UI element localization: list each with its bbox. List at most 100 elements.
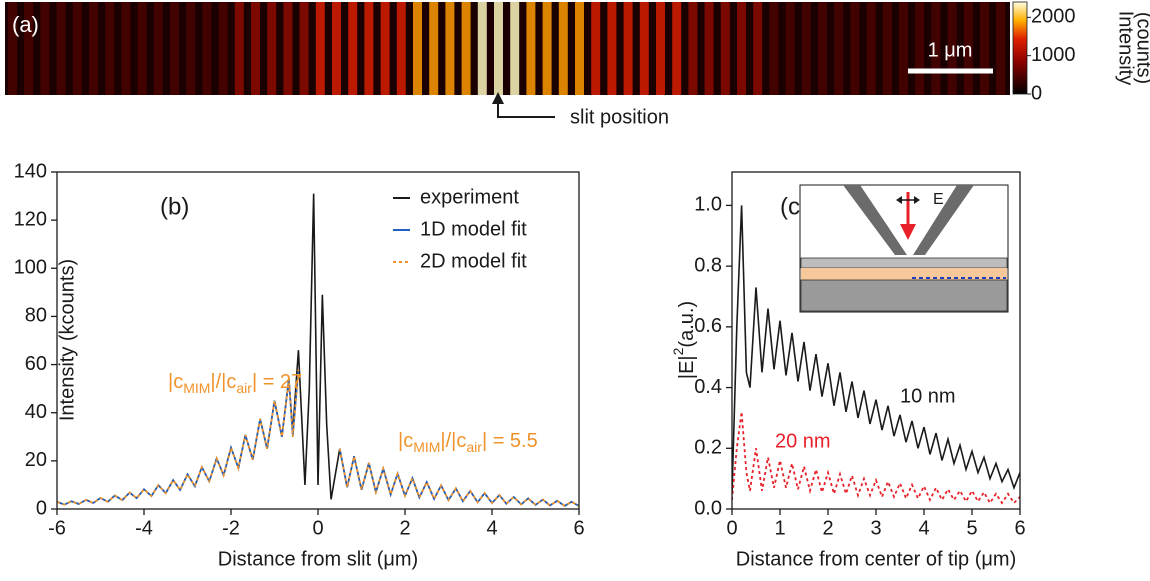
y-tick-label: 60	[25, 353, 47, 375]
y-tick-label: 0.4	[694, 376, 722, 398]
heatmap-stripe	[834, 2, 843, 95]
text-part: | = 5.5	[482, 430, 538, 452]
text-part: | = 27	[252, 371, 302, 393]
heatmap-stripe	[656, 2, 665, 95]
inset-label: E	[933, 191, 944, 208]
x-tick-label: 4	[486, 517, 497, 539]
heatmap-stripe	[478, 2, 487, 95]
heatmap-stripe	[624, 2, 633, 95]
y-axis-label: Intensity (kcounts)	[56, 259, 78, 421]
heatmap-stripe	[526, 2, 535, 95]
text-part: air	[236, 380, 252, 396]
panel-label: (b)	[160, 193, 189, 220]
heatmap-stripe	[105, 2, 114, 95]
heatmap-stripe	[494, 2, 503, 95]
legend-label: 2D model fit	[420, 250, 527, 272]
heatmap-stripe	[915, 2, 924, 95]
heatmap-stripe	[267, 2, 276, 95]
y-tick-label: 20	[25, 449, 47, 471]
heatmap-stripe	[429, 2, 438, 95]
x-tick-label: 0	[312, 517, 323, 539]
heatmap-stripe	[397, 2, 406, 95]
y-tick-label: 1.0	[694, 194, 722, 216]
annotation-arrow	[498, 100, 555, 117]
heatmap-stripe	[445, 2, 454, 95]
heatmap-stripe	[818, 2, 827, 95]
x-tick-label: 1	[774, 517, 785, 539]
annotation: |cMIM|/|cair| = 27	[168, 371, 302, 395]
y-tick-label: 0.8	[694, 254, 722, 276]
text-part: MIM	[183, 380, 210, 396]
heatmap-stripe	[721, 2, 730, 95]
heatmap-stripe	[688, 2, 697, 95]
heatmap-stripe	[332, 2, 341, 95]
heatmap-stripe	[737, 2, 746, 95]
heatmap-stripe	[591, 2, 600, 95]
y-tick-label: 0.0	[694, 497, 722, 519]
heatmap-stripe	[283, 2, 292, 95]
heatmap-stripe	[883, 2, 892, 95]
heatmap-stripe	[867, 2, 876, 95]
text-part: 2	[670, 347, 686, 355]
heatmap-stripe	[154, 2, 163, 95]
y-tick-label: 0.2	[694, 437, 722, 459]
y-tick-label: 100	[14, 257, 47, 279]
heatmap-stripe	[996, 2, 1005, 95]
heatmap-stripe	[980, 2, 989, 95]
scale-bar-label: 1 μm	[928, 39, 973, 61]
heatmap-stripe	[73, 2, 82, 95]
series-line	[57, 194, 579, 506]
heatmap-stripe	[850, 2, 859, 95]
legend-label: experiment	[420, 186, 519, 208]
x-tick-label: 6	[573, 517, 584, 539]
x-tick-label: 5	[966, 517, 977, 539]
text-part: |c	[398, 430, 413, 452]
y-tick-label: 0.6	[694, 315, 722, 337]
y-tick-label: 120	[14, 208, 47, 230]
y-tick-label: 140	[14, 160, 47, 182]
panel-label: (a)	[12, 12, 39, 37]
annotation: |cMIM|/|cair| = 5.5	[398, 430, 538, 454]
series-line	[732, 412, 1020, 503]
heatmap-stripe	[462, 2, 471, 95]
text-part: air	[466, 439, 482, 455]
colorbar-tick-label: 2000	[1031, 6, 1076, 28]
heatmap-stripe	[40, 2, 49, 95]
heatmap-stripe	[202, 2, 211, 95]
text-part: |/|c	[210, 371, 236, 393]
heatmap-stripe	[138, 2, 147, 95]
inset-diagram	[800, 185, 1008, 312]
x-axis-label: Distance from slit (μm)	[218, 548, 418, 570]
heatmap-stripe	[575, 2, 584, 95]
legend-label: 1D model fit	[420, 218, 527, 240]
heatmap-stripe	[316, 2, 325, 95]
x-axis-label: Distance from center of tip (μm)	[736, 548, 1017, 570]
text-part: (a.u.)	[676, 301, 698, 348]
x-tick-label: -6	[48, 517, 66, 539]
x-tick-label: -4	[135, 517, 153, 539]
series-label: 10 nm	[900, 385, 956, 407]
heatmap-stripe	[251, 2, 260, 95]
heatmap-stripe	[705, 2, 714, 95]
heatmap-stripe	[364, 2, 373, 95]
text-part: |/|c	[440, 430, 466, 452]
annotation: slit position	[570, 106, 669, 128]
heatmap-stripe	[348, 2, 357, 95]
heatmap-stripe	[899, 2, 908, 95]
heatmap-stripe	[753, 2, 762, 95]
colorbar-tick-label: 0	[1031, 82, 1042, 104]
heatmap-stripe	[543, 2, 552, 95]
heatmap-stripe	[413, 2, 422, 95]
heatmap-stripe	[121, 2, 130, 95]
heatmap-stripe	[607, 2, 616, 95]
x-tick-label: 0	[726, 517, 737, 539]
y-tick-label: 0	[36, 497, 47, 519]
heatmap-stripe	[89, 2, 98, 95]
heatmap-stripe	[235, 2, 244, 95]
text-part: |c	[168, 371, 183, 393]
colorbar-label: (counts)	[1133, 12, 1150, 84]
colorbar-tick-label: 1000	[1031, 44, 1076, 66]
heatmap-stripe	[381, 2, 390, 95]
heatmap-stripe	[186, 2, 195, 95]
y-axis-label: |E|2(a.u.)	[670, 301, 699, 379]
